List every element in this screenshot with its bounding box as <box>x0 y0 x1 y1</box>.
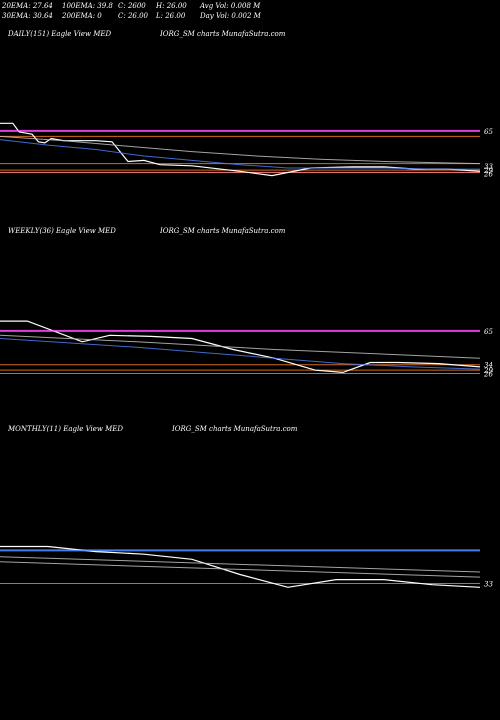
series-line <box>0 561 481 578</box>
stat-close: C: 2600 <box>118 2 146 10</box>
y-tick-label: 65 <box>484 128 493 136</box>
series-line <box>0 320 481 374</box>
series-line <box>0 135 481 165</box>
series-line <box>0 334 481 359</box>
series-line <box>0 122 481 177</box>
series-line <box>0 338 481 370</box>
monthly-panel-label: MONTHLY(11) Eagle View MED <box>8 425 124 433</box>
y-tick-label: 29 <box>483 167 493 175</box>
weekly-panel-label: WEEKLY(36) Eagle View MED <box>8 227 116 235</box>
stat-20ema: 20EMA: 27.64 <box>2 2 53 10</box>
y-tick-label: 26 <box>483 370 493 378</box>
stat-200ema: 200EMA: 0 <box>62 12 102 20</box>
stat-high: H: 26.00 <box>156 2 187 10</box>
y-tick-label: 29 <box>483 367 493 375</box>
y-tick-label: 34 <box>484 362 493 370</box>
y-tick-label: 26 <box>483 170 493 178</box>
monthly-panel-source: IORG_SM charts MunafaSutra.com <box>172 425 298 433</box>
weekly-panel-source: IORG_SM charts MunafaSutra.com <box>160 227 286 235</box>
stat-100ema: 100EMA: 39.8 <box>62 2 113 10</box>
series-line <box>0 545 481 588</box>
y-tick-label: 65 <box>484 328 493 336</box>
stat-30ema: 30EMA: 30.64 <box>2 12 53 20</box>
stat-close-2: C: 26.00 <box>118 12 148 20</box>
series-line <box>0 556 481 573</box>
stat-avg-vol: Avg Vol: 0.008 M <box>200 2 261 10</box>
series-line <box>0 139 480 170</box>
stat-low: L: 26.00 <box>156 12 186 20</box>
stat-day-vol: Day Vol: 0.002 M <box>200 12 261 20</box>
daily-panel-source: IORG_SM charts MunafaSutra.com <box>160 30 286 38</box>
y-tick-label: 33 <box>484 580 493 588</box>
daily-panel-label: DAILY(151) Eagle View MED <box>8 30 112 38</box>
y-tick-label: 33 <box>484 163 493 171</box>
